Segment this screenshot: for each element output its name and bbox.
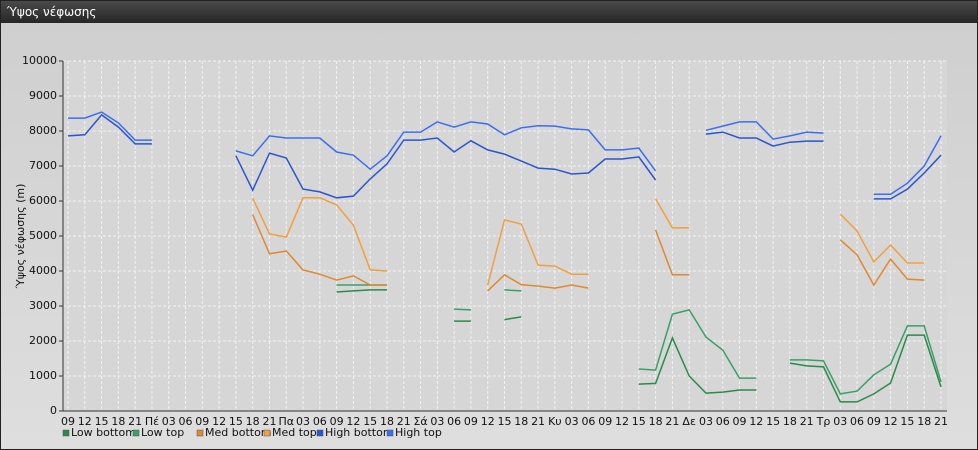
y-tick-label: 6000 [29, 194, 57, 207]
series-line [336, 289, 942, 403]
series-line [68, 111, 942, 196]
y-tick-label: 2000 [29, 334, 57, 347]
x-tick-label: 03 [699, 415, 713, 428]
legend-label: High bottom [325, 426, 394, 439]
series-line [252, 197, 925, 286]
x-tick-label: 09 [330, 415, 344, 428]
y-tick-label: 3000 [29, 299, 57, 312]
x-tick-label: 21 [934, 415, 948, 428]
x-tick-label: 12 [346, 415, 360, 428]
x-tick-label: 03 [565, 415, 579, 428]
x-tick-label: 15 [632, 415, 646, 428]
legend-label: Low bottom [71, 426, 136, 439]
series-line [67, 113, 942, 200]
x-tick-label: 09 [867, 415, 881, 428]
x-tick-label: 18 [649, 415, 663, 428]
x-tick-label: 18 [111, 415, 125, 428]
y-tick-label: 0 [50, 404, 57, 417]
x-tick-label: 03 [833, 415, 847, 428]
x-tick-label: 18 [783, 415, 797, 428]
series-line [336, 284, 942, 395]
x-tick-label: 21 [800, 415, 814, 428]
legend-swatch [386, 429, 394, 437]
x-tick-label: 09 [61, 415, 75, 428]
x-tick-label: 06 [179, 415, 193, 428]
x-tick-label: Τρ [816, 415, 831, 428]
legend-label: High top [395, 426, 442, 439]
x-tick-label: 18 [246, 415, 260, 428]
y-tick-label: 10000 [22, 54, 57, 67]
x-tick-label: 12 [615, 415, 629, 428]
x-tick-label: 15 [766, 415, 780, 428]
x-tick-label: 15 [900, 415, 914, 428]
x-tick-label: 06 [313, 415, 327, 428]
legend-swatch [62, 429, 70, 437]
x-tick-label: 06 [447, 415, 461, 428]
y-tick-label: 4000 [29, 264, 57, 277]
x-tick-label: Πα [278, 415, 294, 428]
x-tick-label: Κυ [548, 415, 562, 428]
x-tick-label: 12 [749, 415, 763, 428]
x-tick-label: 12 [884, 415, 898, 428]
x-tick-label: 03 [430, 415, 444, 428]
x-tick-label: 21 [262, 415, 276, 428]
x-tick-label: 09 [733, 415, 747, 428]
x-tick-label: Σά [413, 415, 427, 428]
x-tick-label: 21 [531, 415, 545, 428]
legend-label: Low top [141, 426, 184, 439]
x-tick-label: 06 [850, 415, 864, 428]
x-tick-label: 06 [716, 415, 730, 428]
chart: Ύψος νέφωσης (m) 0 1000 2000 3000 4000 5000 60… [1, 23, 977, 449]
x-tick-label: 09 [464, 415, 478, 428]
legend-label: Med bottom [205, 426, 272, 439]
y-tick-label: 1000 [29, 369, 57, 382]
legend-label: Med top [272, 426, 317, 439]
x-tick-label: 15 [95, 415, 109, 428]
x-tick-label: Δε [682, 415, 696, 428]
x-tick-label: 03 [296, 415, 310, 428]
x-tick-label: 18 [917, 415, 931, 428]
x-tick-label: 21 [128, 415, 142, 428]
legend-swatch [263, 429, 271, 437]
y-tick-label: 5000 [29, 229, 57, 242]
y-tick-label: 9000 [29, 89, 57, 102]
legend-swatch [132, 429, 140, 437]
x-tick-label: 15 [363, 415, 377, 428]
x-tick-label: 06 [581, 415, 595, 428]
x-tick-label: 09 [195, 415, 209, 428]
x-tick-label: 15 [229, 415, 243, 428]
series-line [252, 214, 925, 292]
legend-swatch [316, 429, 324, 437]
y-tick-label: 8000 [29, 124, 57, 137]
x-tick-label: Πέ [145, 415, 159, 428]
x-tick-label: 18 [380, 415, 394, 428]
window-title: Ύψος νέφωσης [1, 1, 977, 23]
x-tick-label: 09 [598, 415, 612, 428]
x-tick-label: 18 [514, 415, 528, 428]
x-tick-label: 21 [665, 415, 679, 428]
legend-swatch [196, 429, 204, 437]
x-tick-label: 12 [212, 415, 226, 428]
x-tick-label: 21 [397, 415, 411, 428]
x-tick-label: 12 [78, 415, 92, 428]
x-tick-label: 03 [162, 415, 176, 428]
y-tick-label: 7000 [29, 159, 57, 172]
x-tick-label: 12 [481, 415, 495, 428]
y-axis-label: Ύψος νέφωσης (m) [14, 184, 27, 290]
x-tick-label: 15 [498, 415, 512, 428]
